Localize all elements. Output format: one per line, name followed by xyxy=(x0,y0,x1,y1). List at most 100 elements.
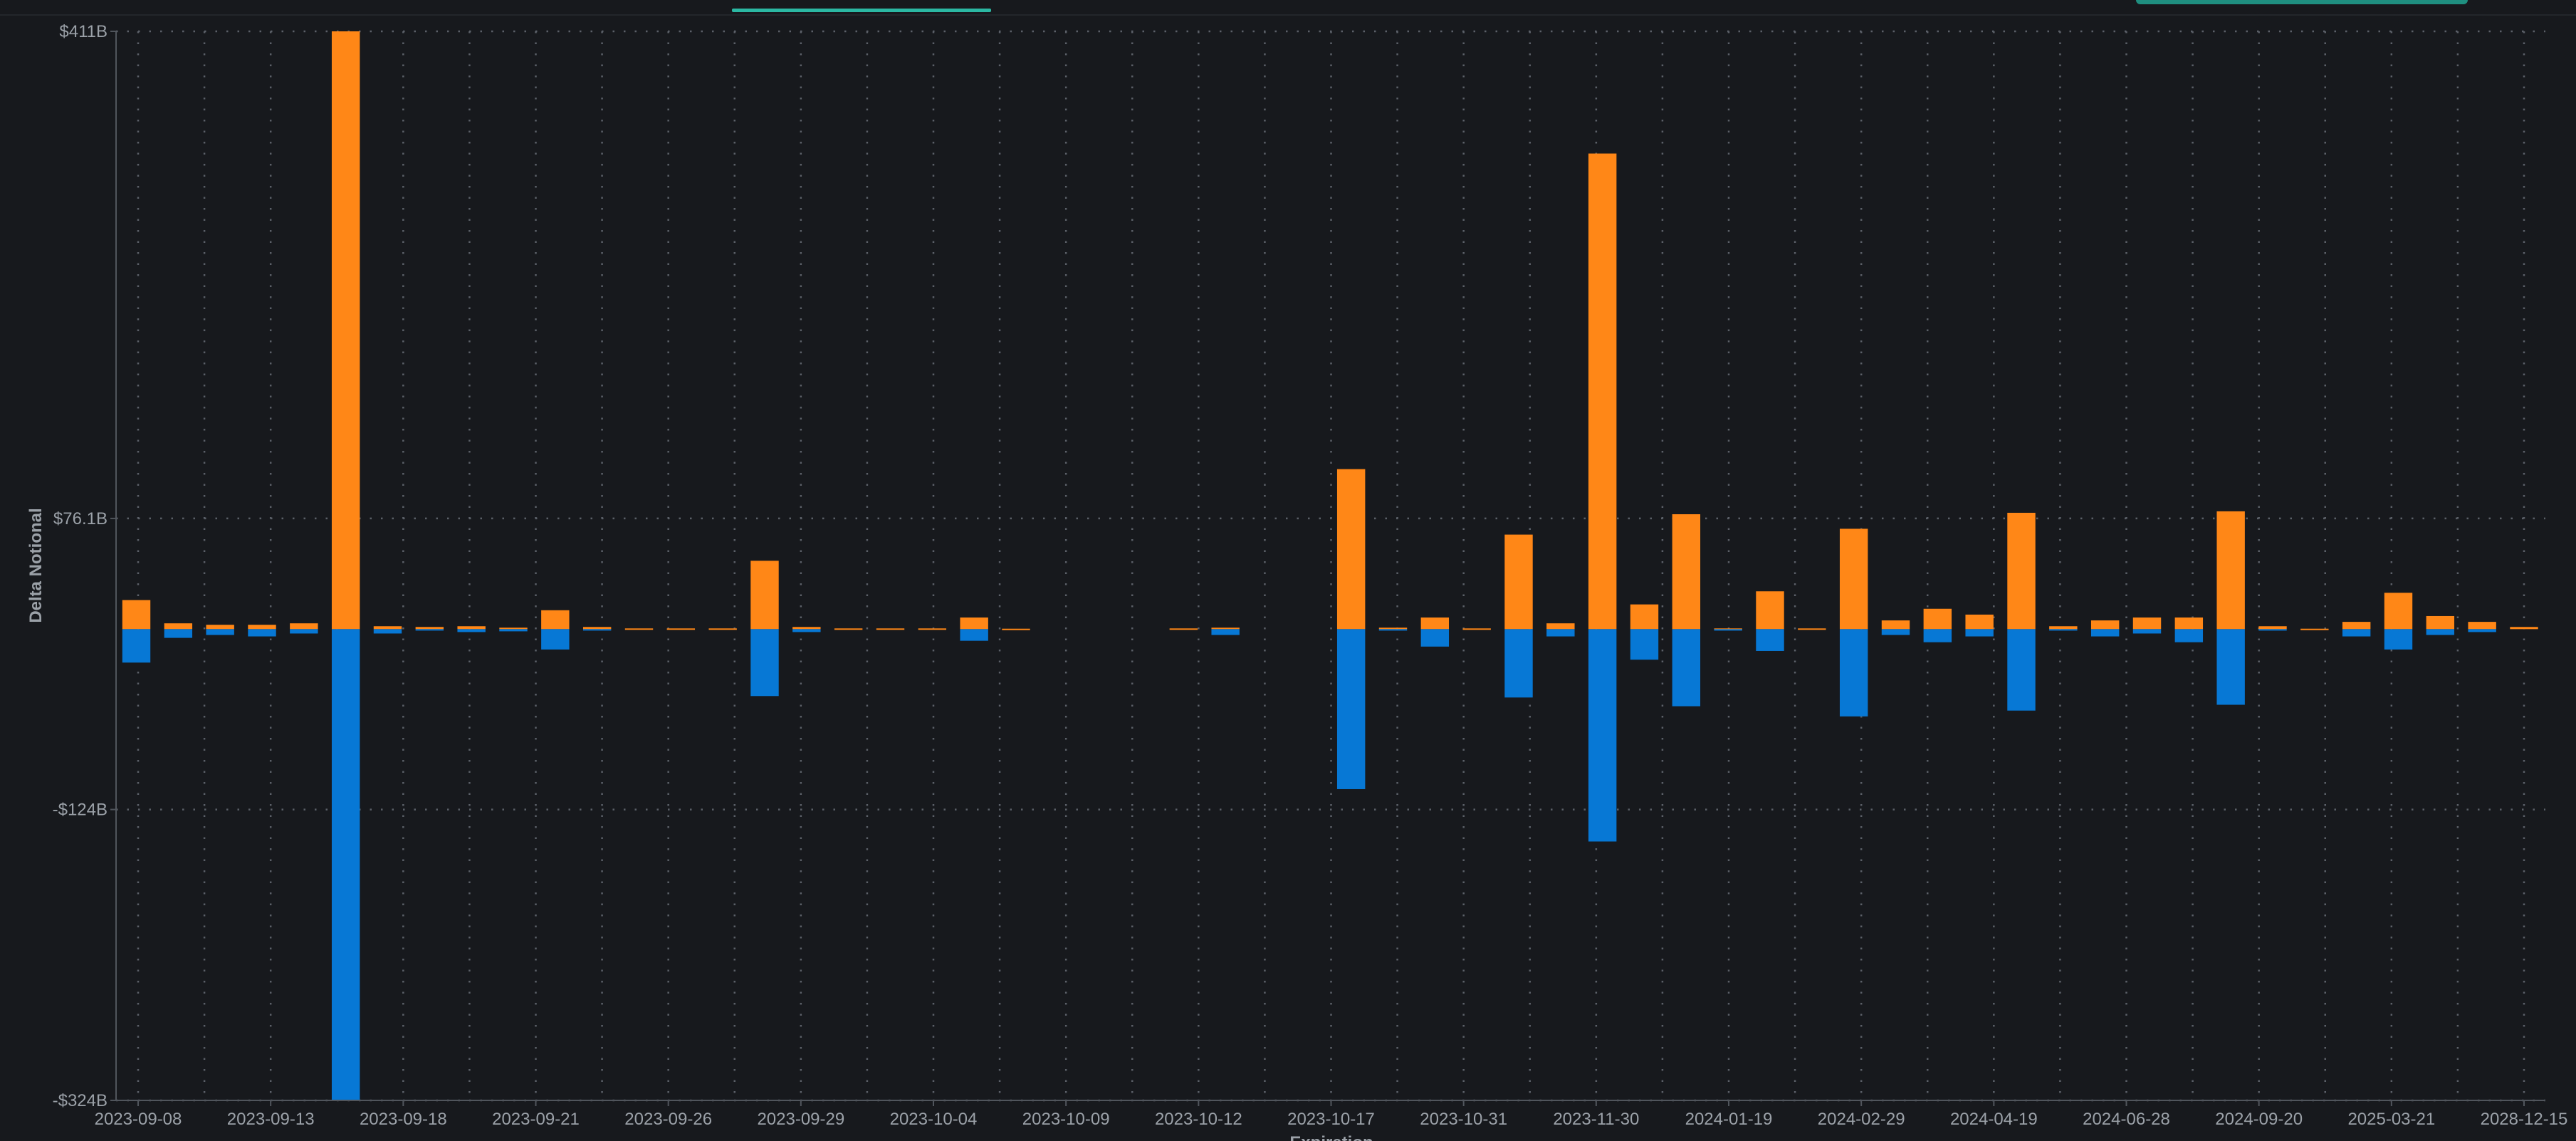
bar-positive[interactable] xyxy=(2468,622,2496,630)
bar-positive[interactable] xyxy=(2007,512,2036,630)
bar-negative[interactable] xyxy=(2216,629,2245,705)
bar-positive[interactable] xyxy=(1923,608,1952,630)
bar-positive[interactable] xyxy=(2426,615,2455,630)
bar-negative[interactable] xyxy=(2174,629,2204,642)
bar-negative[interactable] xyxy=(2132,629,2162,634)
bar-positive[interactable] xyxy=(792,627,821,630)
x-tick-label: 2023-10-09 xyxy=(1022,1110,1110,1129)
bar-negative[interactable] xyxy=(1714,629,1742,631)
bar-negative[interactable] xyxy=(248,629,276,637)
bar-positive[interactable] xyxy=(1336,469,1366,630)
bar-positive[interactable] xyxy=(834,628,863,630)
bar-negative[interactable] xyxy=(1839,629,1868,717)
bar-negative[interactable] xyxy=(2258,629,2287,631)
bar-negative[interactable] xyxy=(415,629,444,631)
bar-negative[interactable] xyxy=(457,629,486,632)
bar-positive[interactable] xyxy=(1504,534,1533,630)
bar-negative[interactable] xyxy=(1546,629,1575,637)
bar-negative[interactable] xyxy=(1504,629,1533,698)
bar-positive[interactable] xyxy=(1756,591,1784,630)
bar-negative[interactable] xyxy=(1923,629,1952,642)
bar-positive[interactable] xyxy=(248,625,276,630)
bar-negative[interactable] xyxy=(960,629,988,641)
bar-positive[interactable] xyxy=(415,627,444,630)
bar-negative[interactable] xyxy=(1378,629,1408,631)
bar-negative[interactable] xyxy=(2007,629,2036,711)
bar-positive[interactable] xyxy=(708,628,737,630)
bar-negative[interactable] xyxy=(792,629,821,632)
active-tab-indicator[interactable] xyxy=(732,9,991,12)
bar-negative[interactable] xyxy=(750,629,779,697)
bar-negative[interactable] xyxy=(2468,629,2496,632)
bar-positive[interactable] xyxy=(582,627,612,630)
bar-positive[interactable] xyxy=(2216,511,2245,630)
bar-positive[interactable] xyxy=(122,600,151,630)
x-tick-label: 2023-09-29 xyxy=(757,1110,844,1129)
bar-negative[interactable] xyxy=(373,629,402,634)
bar-positive[interactable] xyxy=(373,626,402,630)
bar-positive[interactable] xyxy=(1169,628,1198,630)
bar-positive[interactable] xyxy=(1211,627,1240,630)
bar-negative[interactable] xyxy=(1881,629,1910,635)
bar-positive[interactable] xyxy=(1546,623,1575,630)
bar-positive[interactable] xyxy=(290,623,318,630)
bar-positive[interactable] xyxy=(1672,514,1701,630)
bar-negative[interactable] xyxy=(582,629,612,631)
bar-positive[interactable] xyxy=(331,31,360,630)
bar-negative[interactable] xyxy=(164,629,193,638)
bar-positive[interactable] xyxy=(918,628,947,630)
bar-negative[interactable] xyxy=(1336,629,1366,789)
bar-negative[interactable] xyxy=(2384,629,2413,650)
bar-positive[interactable] xyxy=(1630,604,1659,630)
bar-negative[interactable] xyxy=(1756,629,1784,651)
bar-negative[interactable] xyxy=(290,629,318,634)
bar-negative[interactable] xyxy=(1211,629,1240,635)
bar-negative[interactable] xyxy=(122,629,151,663)
bar-positive[interactable] xyxy=(2132,617,2162,630)
bar-positive[interactable] xyxy=(2258,626,2287,630)
bar-negative[interactable] xyxy=(1965,629,1994,637)
bar-positive[interactable] xyxy=(1798,628,1826,630)
bar-negative[interactable] xyxy=(2049,629,2078,631)
bar-positive[interactable] xyxy=(750,561,779,630)
bar-positive[interactable] xyxy=(960,617,988,630)
bar-positive[interactable] xyxy=(2384,593,2413,630)
bar-positive[interactable] xyxy=(1881,620,1910,630)
bar-negative[interactable] xyxy=(2342,629,2371,637)
bar-positive[interactable] xyxy=(2049,626,2078,630)
bar-positive[interactable] xyxy=(1420,617,1450,630)
bar-negative[interactable] xyxy=(1588,629,1617,842)
bar-positive[interactable] xyxy=(164,623,193,630)
bar-negative[interactable] xyxy=(1420,629,1450,647)
header-action-button[interactable] xyxy=(2136,0,2468,4)
bar-negative[interactable] xyxy=(2426,629,2455,635)
x-tick-label: 2023-09-13 xyxy=(227,1110,315,1129)
bar-positive[interactable] xyxy=(666,628,696,630)
bar-negative[interactable] xyxy=(1630,629,1659,660)
bar-negative[interactable] xyxy=(206,629,234,635)
bar-positive[interactable] xyxy=(2342,622,2371,630)
bar-positive[interactable] xyxy=(1839,528,1868,630)
bar-negative[interactable] xyxy=(1672,629,1701,707)
bar-positive[interactable] xyxy=(1462,628,1491,630)
bar-positive[interactable] xyxy=(1965,614,1994,630)
x-tick-label: 2023-09-21 xyxy=(492,1110,580,1129)
bar-positive[interactable] xyxy=(2174,617,2204,630)
bar-positive[interactable] xyxy=(457,626,486,630)
bar-positive[interactable] xyxy=(624,628,654,630)
bar-positive[interactable] xyxy=(1714,628,1742,630)
bar-positive[interactable] xyxy=(499,627,528,630)
bar-positive[interactable] xyxy=(1002,628,1030,630)
bar-negative[interactable] xyxy=(331,629,360,1100)
bar-positive[interactable] xyxy=(1588,153,1617,630)
bar-positive[interactable] xyxy=(2300,628,2329,630)
bar-positive[interactable] xyxy=(2090,620,2120,630)
bar-positive[interactable] xyxy=(206,625,234,630)
bar-negative[interactable] xyxy=(2090,629,2120,637)
bar-negative[interactable] xyxy=(541,629,570,650)
bar-positive[interactable] xyxy=(541,610,570,630)
bar-negative[interactable] xyxy=(499,629,528,632)
bar-positive[interactable] xyxy=(2510,627,2538,630)
bar-positive[interactable] xyxy=(876,628,905,630)
bar-positive[interactable] xyxy=(1378,627,1408,630)
